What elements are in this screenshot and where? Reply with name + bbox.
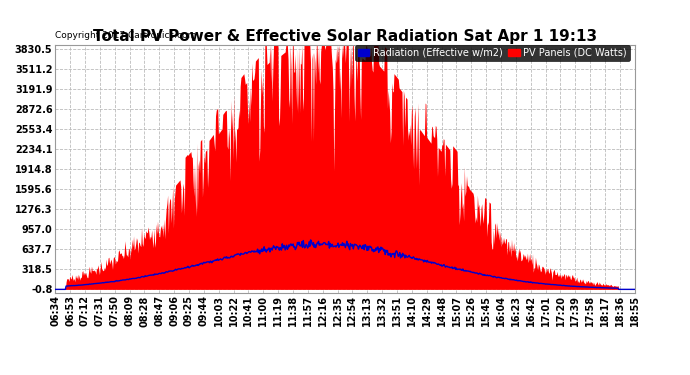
Text: Copyright 2017 Cartronics.com: Copyright 2017 Cartronics.com	[55, 31, 197, 40]
Legend: Radiation (Effective w/m2), PV Panels (DC Watts): Radiation (Effective w/m2), PV Panels (D…	[355, 45, 630, 61]
Title: Total PV Power & Effective Solar Radiation Sat Apr 1 19:13: Total PV Power & Effective Solar Radiati…	[93, 29, 597, 44]
